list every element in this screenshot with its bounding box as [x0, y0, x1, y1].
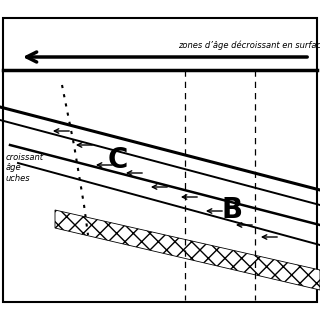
Text: croissant: croissant [6, 153, 44, 162]
Text: B: B [221, 196, 243, 224]
Text: uches: uches [6, 174, 31, 183]
Polygon shape [55, 210, 320, 290]
Text: âge: âge [6, 163, 22, 172]
Text: C: C [108, 146, 128, 174]
Text: zones d’âge décroissant en surfac: zones d’âge décroissant en surfac [179, 40, 320, 50]
